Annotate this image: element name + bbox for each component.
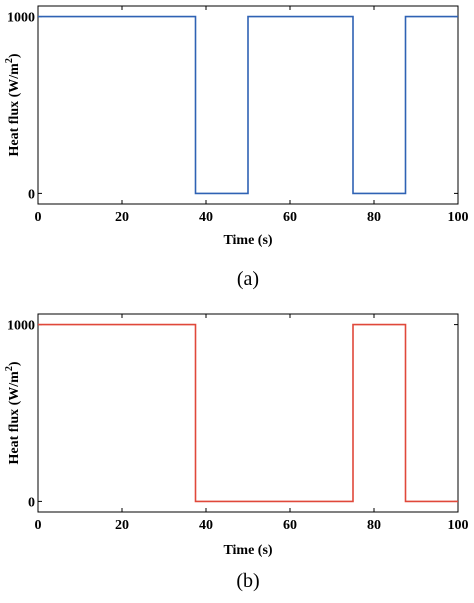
x-axis-label: Time (s) bbox=[223, 543, 272, 558]
y-axis-label: Heat flux (W/m2) bbox=[4, 53, 22, 156]
x-axis-label: Time (s) bbox=[223, 233, 272, 248]
panel-caption: (a) bbox=[237, 268, 259, 290]
y-tick-label: 1000 bbox=[7, 11, 35, 26]
y-axis-label-close: ) bbox=[7, 361, 22, 366]
x-tick-label: 40 bbox=[199, 518, 213, 533]
y-axis-label-close: ) bbox=[7, 53, 22, 58]
plot-frame bbox=[37, 5, 459, 205]
x-tick-label: 100 bbox=[448, 210, 469, 225]
x-tick-label: 0 bbox=[35, 518, 42, 533]
y-axis-label-main: Heat flux (W/m bbox=[7, 63, 22, 157]
x-tick-label: 100 bbox=[448, 518, 469, 533]
panel-caption: (b) bbox=[236, 570, 259, 592]
y-axis-label-main: Heat flux (W/m bbox=[7, 371, 22, 465]
y-tick-label: 1000 bbox=[7, 319, 35, 334]
x-tick-label: 40 bbox=[199, 210, 213, 225]
plot-frame bbox=[37, 313, 459, 513]
x-tick-label: 80 bbox=[367, 210, 381, 225]
x-tick-label: 20 bbox=[115, 210, 129, 225]
x-tick-label: 60 bbox=[283, 518, 297, 533]
x-tick-label: 80 bbox=[367, 518, 381, 533]
x-tick-label: 20 bbox=[115, 518, 129, 533]
x-tick-label: 60 bbox=[283, 210, 297, 225]
y-axis-label-superscript: 2 bbox=[4, 366, 15, 371]
series-line bbox=[38, 323, 458, 503]
series-line bbox=[38, 15, 458, 195]
y-tick-label: 0 bbox=[28, 187, 35, 202]
y-tick-label: 0 bbox=[28, 495, 35, 510]
x-tick-label: 0 bbox=[35, 210, 42, 225]
y-axis-label-superscript: 2 bbox=[4, 58, 15, 63]
y-axis-label: Heat flux (W/m2) bbox=[4, 361, 22, 464]
